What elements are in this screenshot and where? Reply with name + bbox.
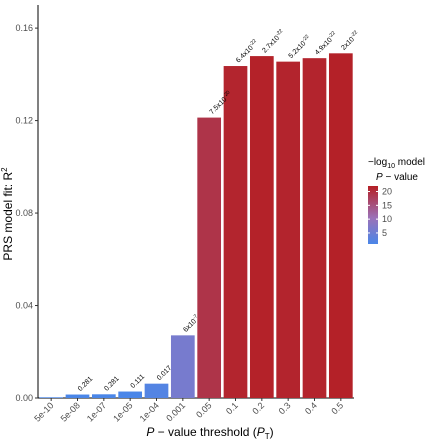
legend-title-post: model — [395, 157, 425, 168]
bar — [39, 397, 64, 398]
legend-title-sub: 10 — [387, 163, 395, 170]
bar — [302, 58, 327, 398]
x-axis-title: P − value threshold (PT) — [146, 425, 273, 440]
bar-value-label-exponent: -22 — [350, 29, 360, 39]
x-axis-title-italic: P — [146, 425, 154, 439]
bar — [118, 391, 143, 398]
bars-layer — [39, 53, 353, 399]
bar — [91, 394, 116, 398]
legend-title-rest: − value — [383, 172, 419, 183]
legend-tick-label: 15 — [382, 200, 392, 210]
bar-value-label: 2x10-22 — [339, 29, 361, 51]
x-axis-title-sym: P — [257, 425, 265, 439]
bar-value-label-exponent: -22 — [327, 30, 337, 40]
bar-value-label: 5.2x10-22 — [286, 34, 313, 61]
x-axis-title-mid: − value threshold ( — [154, 425, 256, 439]
y-tick-label: 0.12 — [15, 116, 33, 126]
bar — [328, 53, 353, 398]
legend-tick-label: 5 — [382, 228, 387, 238]
bar — [276, 61, 301, 398]
y-axis-title-main: PRS model fit: R — [1, 172, 15, 261]
bar — [170, 335, 195, 398]
bar-value-label: 2.7x10-22 — [260, 28, 287, 55]
x-tick-label: 0.5 — [329, 400, 345, 416]
bar-value-label-base: 0.281 — [77, 376, 94, 393]
x-tick-label: 1e-04 — [138, 400, 161, 423]
legend-title-italic: P — [376, 172, 383, 183]
bar-value-label-exponent: -22 — [275, 28, 285, 38]
x-tick-label: 0.05 — [194, 400, 213, 419]
x-tick-label: 0.3 — [277, 400, 293, 416]
bar-value-label-base: 0.017 — [156, 365, 173, 382]
x-tick-label: 0.001 — [164, 400, 187, 423]
bar — [197, 117, 222, 398]
legend-title-line2: P − value — [376, 172, 418, 183]
x-axis-title-end: ) — [270, 425, 274, 439]
x-tick-label: 1e-05 — [111, 400, 134, 423]
legend-title-line1: −log10 model — [368, 157, 425, 170]
y-tick-label: 0.16 — [15, 23, 33, 33]
x-tick-label: 5e-08 — [59, 400, 82, 423]
x-tick-label: 0.1 — [224, 400, 240, 416]
x-axis-title-sub: T — [265, 432, 270, 440]
axes-layer: 0.00 0.04 0.08 0.12 0.16 5e-10 5e-08 1e-07 1e-05… — [15, 5, 354, 424]
legend-title-pre: −log — [368, 157, 387, 168]
bar-value-label: 0.017 — [156, 365, 173, 382]
bar — [144, 383, 169, 398]
y-tick-label: 0.08 — [15, 208, 33, 218]
legend-tick-label: 10 — [382, 214, 392, 224]
bar-value-label-exponent: -7 — [192, 313, 200, 321]
bar-value-label-exponent: -20 — [222, 89, 232, 99]
legend-ticks: 5 10 15 20 — [368, 187, 392, 238]
bar-value-label-base: 0.111 — [130, 373, 147, 390]
y-axis-title: PRS model fit: R2 — [0, 167, 15, 261]
legend-colorbar — [368, 186, 378, 244]
bar-value-label-exponent: -22 — [301, 34, 311, 44]
bar — [249, 56, 274, 399]
bar-value-label-base: 0.281 — [103, 375, 120, 392]
x-tick-label: 0.2 — [250, 400, 266, 416]
bar-value-label: 0.111 — [130, 373, 147, 390]
bar-value-label-exponent: -22 — [248, 38, 258, 48]
bar — [223, 66, 248, 399]
x-tick-label: 5e-10 — [32, 400, 55, 423]
bar — [65, 394, 90, 398]
y-tick-label: 0.04 — [15, 301, 33, 311]
legend-tick-label: 20 — [382, 187, 392, 197]
bar-value-label: 0.281 — [103, 375, 120, 392]
y-axis-title-sup: 2 — [0, 167, 9, 172]
x-tick-label: 1e-07 — [85, 400, 108, 423]
x-tick-label: 0.4 — [303, 400, 319, 416]
bar-value-label: 0.281 — [77, 376, 94, 393]
y-tick-label: 0.00 — [15, 393, 33, 403]
bar-value-label: 4.9x10-22 — [313, 30, 340, 57]
